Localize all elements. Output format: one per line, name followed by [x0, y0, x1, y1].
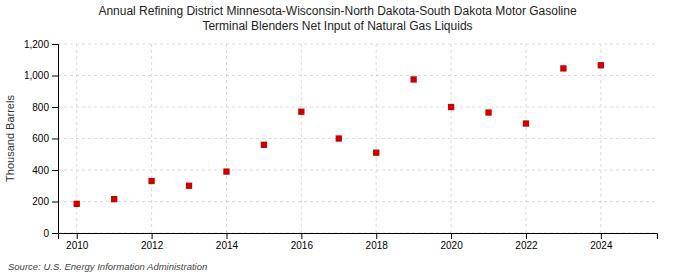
y-tick-mark — [52, 76, 58, 77]
title: Annual Refining District Minnesota-Wisco… — [98, 4, 577, 33]
points — [74, 62, 604, 207]
y-tick-label: 400 — [32, 165, 49, 176]
x-axis-line — [59, 234, 658, 240]
point — [448, 104, 454, 110]
x-tick: 2016 — [291, 233, 314, 251]
point — [298, 109, 304, 115]
y-tick-label: 600 — [32, 133, 49, 144]
x-tick-label: 2016 — [291, 240, 314, 251]
y-tick: 600 — [32, 133, 58, 144]
grid — [58, 44, 657, 233]
y-tick: 1,200 — [24, 39, 58, 50]
grid-line-y — [58, 107, 657, 108]
plot-area: 2010 2012 2014 2016 2018 2020 2022 2024 0 200 400 6… — [24, 39, 658, 251]
x-tick: 2014 — [216, 233, 239, 251]
x-tick: 2018 — [366, 233, 389, 251]
y-tick-mark — [52, 170, 58, 171]
y-tick: 800 — [32, 102, 58, 113]
point — [111, 196, 117, 202]
point — [148, 178, 154, 184]
x-tick-mark — [601, 233, 602, 239]
point — [223, 168, 229, 174]
x-tick: 2022 — [515, 233, 538, 251]
point — [410, 76, 416, 82]
point — [336, 135, 342, 141]
grid-line-y — [58, 201, 657, 202]
x-tick: 2012 — [141, 233, 164, 251]
y-tick-label: 0 — [43, 228, 49, 239]
chart: 2010 2012 2014 2016 2018 2020 2022 2024 0 200 400 6… — [0, 0, 675, 275]
x-tick-label: 2022 — [515, 240, 538, 251]
y-tick: 200 — [32, 196, 58, 207]
grid-line-y — [58, 170, 657, 171]
point — [523, 120, 529, 126]
grid-line-x — [151, 44, 152, 233]
y-axis-title: Thousand Barrels — [4, 95, 16, 182]
point — [373, 150, 379, 156]
x-axis: 2010 2012 2014 2016 2018 2020 2022 2024 — [59, 233, 658, 251]
x-tick-mark — [301, 233, 302, 239]
x-tick: 2010 — [66, 233, 89, 251]
x-tick-mark — [526, 233, 527, 239]
y-axis: 0 200 400 600 800 1,000 1,200 — [24, 39, 59, 239]
point — [598, 62, 604, 68]
y-tick: 0 — [43, 228, 58, 239]
y-tick: 400 — [32, 165, 58, 176]
x-tick-mark — [152, 233, 153, 239]
y-tick-mark — [52, 107, 58, 108]
x-tick-label: 2018 — [366, 240, 389, 251]
y-tick-label: 800 — [32, 102, 49, 113]
y-tick-mark — [52, 202, 58, 203]
y-tick-mark — [52, 233, 58, 234]
x-tick-label: 2012 — [141, 240, 164, 251]
x-tick: 2024 — [590, 233, 613, 251]
grid-line-y — [58, 138, 657, 139]
y-tick-label: 1,000 — [24, 70, 49, 81]
grid-line-y — [58, 44, 657, 45]
x-tick-mark — [376, 233, 377, 239]
y-tick-label: 200 — [32, 196, 49, 207]
x-tick-label: 2020 — [440, 240, 463, 251]
y-tick: 1,000 — [24, 70, 58, 81]
y-tick-mark — [52, 44, 58, 45]
x-tick-mark — [77, 233, 78, 239]
x-tick-mark — [226, 233, 227, 239]
source: Source: U.S. Energy Information Administ… — [8, 261, 207, 272]
y-tick-mark — [52, 139, 58, 140]
x-tick-mark — [451, 233, 452, 239]
point — [186, 183, 192, 189]
y-axis-line — [52, 45, 59, 234]
point — [261, 142, 267, 148]
point — [560, 65, 566, 71]
x-tick-label: 2024 — [590, 240, 613, 251]
y-tick-label: 1,200 — [24, 39, 49, 50]
x-tick: 2020 — [440, 233, 463, 251]
x-tick-label: 2014 — [216, 240, 239, 251]
x-tick-label: 2010 — [66, 240, 89, 251]
point — [74, 201, 80, 207]
grid-line-y — [58, 75, 657, 76]
point — [485, 109, 491, 115]
